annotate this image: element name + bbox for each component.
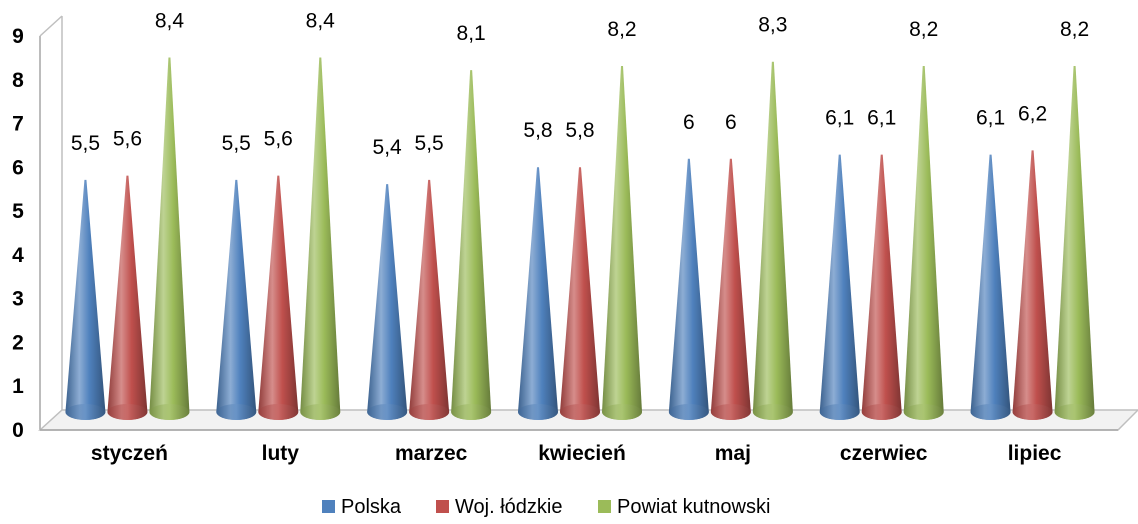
cone-bar	[710, 158, 751, 421]
data-label: 6	[725, 111, 737, 134]
cone-bar	[300, 57, 341, 421]
cone-bar	[861, 154, 902, 420]
cone-bar	[819, 154, 860, 420]
cone-bar	[518, 167, 558, 420]
cone-bar	[65, 179, 106, 420]
cone-bar	[149, 57, 190, 421]
data-label: 5,6	[264, 128, 293, 151]
data-label: 5,8	[523, 119, 552, 142]
legend-swatch	[322, 500, 335, 513]
data-label: 8,3	[758, 14, 787, 37]
y-tick-label: 2	[12, 331, 24, 354]
legend-swatch	[436, 500, 449, 513]
x-tick-label: kwiecień	[538, 442, 626, 465]
y-tick-label: 0	[12, 419, 24, 442]
x-tick-label: luty	[262, 442, 300, 465]
legend-label: Woj. łódzkie	[455, 496, 562, 518]
data-label: 5,6	[113, 128, 142, 151]
data-label: 8,4	[306, 10, 336, 33]
data-labels: 5,5 5,6 8,4 5,5 5,6 8,4 5,4 5,5 8,1 5,8 5,8 8,2 6 6 8,…	[71, 10, 1089, 160]
chart-bars	[65, 57, 1095, 421]
x-tick-label: maj	[715, 442, 751, 465]
cone-bar	[903, 65, 944, 421]
x-axis-ticks: styczeń luty marzec kwiecień maj czerwiec lipi…	[91, 442, 1062, 465]
cone-bar	[409, 179, 450, 420]
data-label: 5,5	[222, 132, 251, 155]
data-label: 8,2	[1060, 18, 1089, 41]
legend-label: Powiat kutnowski	[617, 496, 770, 518]
data-label: 6,1	[867, 107, 896, 130]
cone-bar	[451, 70, 492, 421]
data-label: 8,2	[909, 18, 938, 41]
cone-bar	[560, 167, 600, 420]
y-tick-label: 9	[12, 25, 24, 48]
cone-bar	[602, 65, 642, 421]
data-label: 6,1	[825, 107, 854, 130]
data-label: 5,5	[71, 132, 100, 155]
legend-item: Woj. łódzkie	[436, 496, 562, 518]
data-label: 8,4	[155, 10, 185, 33]
y-tick-label: 1	[12, 375, 24, 398]
y-tick-label: 4	[12, 244, 24, 267]
legend-swatch	[598, 500, 611, 513]
cone-bar	[1012, 150, 1053, 421]
data-label: 6	[683, 111, 695, 134]
data-label: 6,1	[976, 107, 1005, 130]
cone-bar	[107, 175, 148, 420]
x-tick-label: lipiec	[1008, 442, 1062, 465]
y-tick-label: 7	[12, 113, 24, 136]
data-label: 5,5	[415, 132, 444, 155]
cone-bar	[258, 175, 299, 420]
cone-bar	[970, 154, 1011, 420]
legend: Polska Woj. łódzkie Powiat kutnowski	[322, 496, 770, 518]
legend-item: Powiat kutnowski	[598, 496, 770, 518]
legend-label: Polska	[341, 496, 402, 518]
data-label: 8,1	[457, 22, 486, 45]
x-tick-label: czerwiec	[840, 442, 928, 465]
cone-bar	[668, 158, 709, 421]
y-tick-label: 8	[12, 69, 24, 92]
y-tick-label: 3	[12, 288, 24, 311]
legend-item: Polska	[322, 496, 402, 518]
cone-bar	[752, 61, 793, 421]
cone-bar	[367, 184, 408, 420]
data-label: 8,2	[607, 18, 636, 41]
y-axis-ticks: 0 1 2 3 4 5 6 7 8 9	[12, 25, 24, 442]
y-tick-label: 5	[12, 200, 24, 223]
data-label: 5,8	[565, 119, 594, 142]
x-tick-label: marzec	[395, 442, 468, 465]
y-tick-label: 6	[12, 156, 24, 179]
cone-bar	[216, 179, 257, 420]
x-tick-label: styczeń	[91, 442, 168, 465]
data-label: 6,2	[1018, 102, 1047, 125]
cone-bar	[1054, 65, 1095, 421]
data-label: 5,4	[373, 136, 403, 159]
